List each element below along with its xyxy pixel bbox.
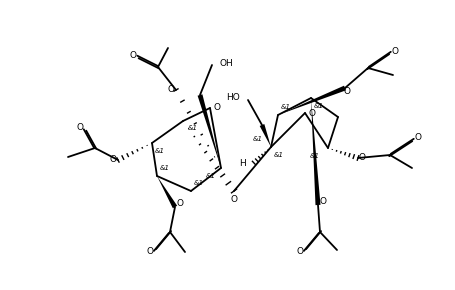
Text: &1: &1: [188, 125, 198, 131]
Text: &1: &1: [274, 152, 284, 158]
Text: &1: &1: [310, 153, 320, 159]
Text: O: O: [147, 247, 153, 256]
Text: &1: &1: [206, 173, 216, 179]
Text: O: O: [415, 133, 421, 142]
Text: &1: &1: [314, 103, 324, 109]
Text: &1: &1: [194, 180, 204, 186]
Text: O: O: [177, 200, 183, 209]
Text: OH: OH: [220, 59, 234, 68]
Polygon shape: [260, 124, 271, 147]
Text: H: H: [239, 159, 246, 168]
Text: O: O: [391, 46, 399, 55]
Text: O: O: [308, 108, 315, 117]
Polygon shape: [157, 176, 177, 208]
Text: &1: &1: [253, 136, 263, 142]
Text: O: O: [167, 86, 175, 95]
Text: &1: &1: [160, 165, 170, 171]
Text: O: O: [344, 88, 350, 97]
Text: O: O: [231, 195, 238, 204]
Polygon shape: [311, 98, 320, 205]
Text: O: O: [297, 247, 303, 256]
Text: O: O: [110, 155, 116, 164]
Text: O: O: [213, 104, 221, 113]
Polygon shape: [197, 94, 221, 168]
Text: O: O: [359, 153, 365, 162]
Text: O: O: [130, 50, 136, 59]
Text: O: O: [76, 124, 84, 133]
Text: &1: &1: [281, 104, 291, 110]
Text: &1: &1: [155, 148, 165, 154]
Text: O: O: [319, 197, 327, 206]
Polygon shape: [278, 86, 346, 115]
Text: HO: HO: [226, 93, 240, 102]
